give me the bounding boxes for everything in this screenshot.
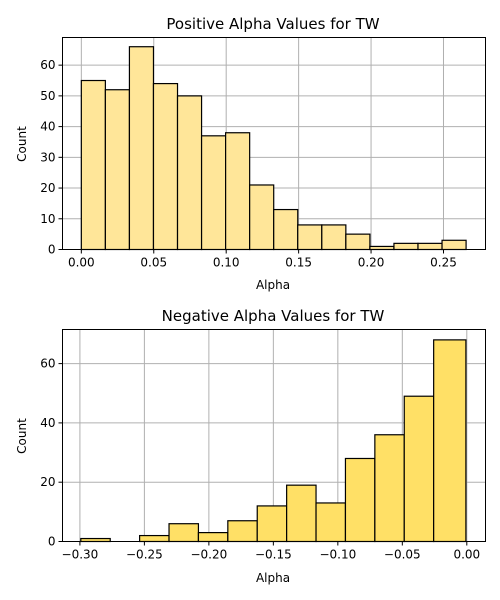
y-tick-label: 20 xyxy=(40,475,55,489)
histogram-bar xyxy=(128,46,155,251)
histogram-bar xyxy=(227,520,258,543)
x-tick-label: −0.10 xyxy=(319,548,356,562)
x-tick-label: −0.20 xyxy=(190,548,227,562)
histogram-bar xyxy=(321,224,347,251)
histogram-bar xyxy=(256,505,288,543)
y-tick-label: 60 xyxy=(40,357,55,371)
histogram-bars xyxy=(80,46,467,251)
histogram-bar xyxy=(168,523,200,543)
histogram-bar xyxy=(197,532,229,543)
histogram-bar xyxy=(297,224,323,251)
histogram-bar xyxy=(273,208,299,251)
histogram-bar xyxy=(393,242,419,251)
histogram-bar xyxy=(200,135,227,251)
chart-title: Positive Alpha Values for TW xyxy=(166,15,379,33)
histogram-bar xyxy=(286,484,317,543)
x-tick-label: −0.30 xyxy=(62,548,99,562)
chart-title: Negative Alpha Values for TW xyxy=(162,307,385,325)
plot-frame xyxy=(62,37,486,250)
plot-frame xyxy=(62,329,486,542)
histogram-bar xyxy=(139,534,170,543)
histogram-bar xyxy=(249,184,275,251)
x-tick-label: 0.20 xyxy=(358,256,385,270)
histogram-bar xyxy=(344,457,376,543)
y-tick-label: 10 xyxy=(40,212,55,226)
y-tick-label: 40 xyxy=(40,120,55,134)
y-tick-label: 0 xyxy=(48,535,56,549)
y-tick-label: 0 xyxy=(48,243,56,257)
histogram-bar xyxy=(104,89,131,251)
histogram-bar xyxy=(417,242,443,251)
x-tick-label: 0.00 xyxy=(68,256,95,270)
y-tick-label: 20 xyxy=(40,181,55,195)
y-axis-label: Count xyxy=(15,418,29,454)
histogram-bar xyxy=(441,239,467,251)
x-tick-label: 0.25 xyxy=(430,256,457,270)
axis-ticks: −0.30 −0.25 −0.20 −0.15 −0.10 −0.05 0.00 0 20 40 6… xyxy=(40,357,480,562)
x-tick-label: −0.15 xyxy=(255,548,292,562)
histogram-bar xyxy=(315,502,347,543)
histogram-bar xyxy=(225,132,251,251)
x-tick-label: 0.15 xyxy=(285,256,312,270)
positive-alpha-chart: Positive Alpha Values for TW 0.00 0.05 0.1… xyxy=(15,15,486,292)
histogram-bar xyxy=(152,82,179,251)
histogram-bar xyxy=(403,395,435,543)
x-tick-label: 0.10 xyxy=(213,256,240,270)
y-tick-label: 50 xyxy=(40,89,55,103)
x-tick-label: −0.05 xyxy=(384,548,421,562)
histogram-bar xyxy=(80,79,106,251)
x-axis-label: Alpha xyxy=(256,571,290,585)
y-tick-label: 30 xyxy=(40,150,55,164)
histogram-bar xyxy=(176,95,203,251)
axis-ticks: 0.00 0.05 0.10 0.15 0.20 0.25 0 10 20 30 40 50 60 xyxy=(40,58,457,269)
y-tick-label: 60 xyxy=(40,58,55,72)
y-axis-label: Count xyxy=(15,126,29,162)
negative-alpha-chart: Negative Alpha Values for TW −0.30 −0.25−… xyxy=(15,307,486,585)
histogram-bar xyxy=(374,434,405,543)
histogram-bar xyxy=(433,339,467,543)
x-axis-label: Alpha xyxy=(256,278,290,292)
x-tick-label: −0.25 xyxy=(126,548,163,562)
y-tick-label: 40 xyxy=(40,416,55,430)
x-tick-label: 0.05 xyxy=(140,256,167,270)
x-tick-label: 0.00 xyxy=(453,548,480,562)
histogram-bar xyxy=(345,233,371,251)
